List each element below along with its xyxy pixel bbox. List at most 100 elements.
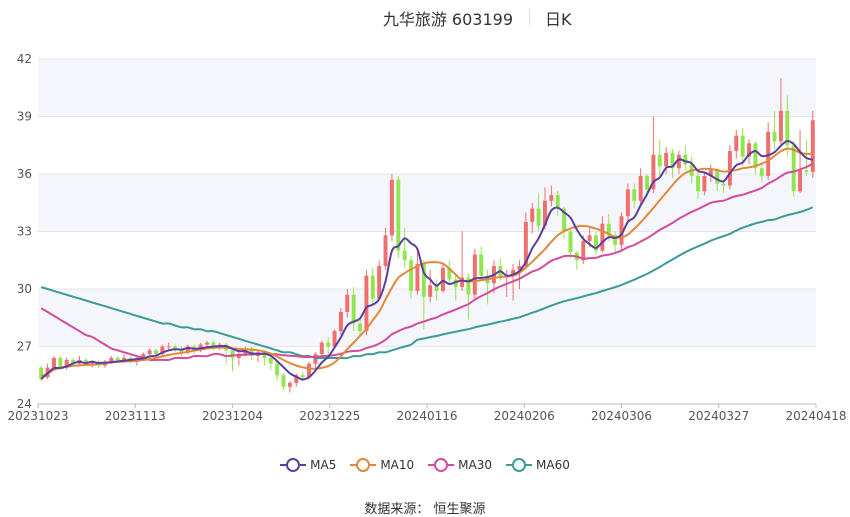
candle-body <box>804 170 809 173</box>
x-tick-label: 20231225 <box>299 409 360 423</box>
candle-body <box>511 269 516 276</box>
candle-body <box>166 346 171 348</box>
legend-item-ma10[interactable]: MA10 <box>350 458 414 472</box>
candle-body <box>632 189 637 201</box>
candle-body <box>759 168 764 176</box>
x-tick-label: 20231113 <box>105 409 166 423</box>
candle-body <box>772 131 777 142</box>
candle-body <box>460 277 465 288</box>
legend-label-ma60: MA60 <box>536 458 570 472</box>
candle-body <box>141 354 146 358</box>
x-tick-label: 20240116 <box>396 409 457 423</box>
candle-body <box>377 266 382 299</box>
candle-body <box>173 346 178 349</box>
candle-body <box>205 342 209 345</box>
candle-body <box>536 208 541 226</box>
candle-body <box>747 143 752 157</box>
candle-body <box>428 285 433 297</box>
candle-body <box>466 277 471 295</box>
candle-body <box>708 170 713 176</box>
candle-body <box>281 375 286 387</box>
candle-body <box>262 352 267 358</box>
candle-body <box>185 346 190 353</box>
candle-body <box>122 358 127 360</box>
candle-body <box>721 183 726 186</box>
candle-body <box>230 350 235 358</box>
candle-body <box>453 279 458 288</box>
candlestick-chart[interactable]: 24 27 30 33 36 39 42 20231023 20231113 20231204 20… <box>0 0 850 440</box>
candle-body <box>51 358 56 368</box>
legend-marker-ma10-icon <box>350 458 377 472</box>
candle-body <box>600 223 605 251</box>
candle-body <box>39 367 44 380</box>
candle-body <box>638 175 643 201</box>
legend-label-ma30: MA30 <box>458 458 493 472</box>
legend-item-ma60[interactable]: MA60 <box>506 458 570 472</box>
candle-body <box>434 285 439 291</box>
candle-body <box>664 152 669 167</box>
candle-body <box>153 350 158 355</box>
candle-body <box>249 348 254 357</box>
ma60-line <box>40 206 814 360</box>
x-tick-label: 20231023 <box>7 409 68 423</box>
candle-body <box>568 231 573 253</box>
legend-marker-ma30-icon <box>428 458 455 472</box>
x-tick-label: 20240206 <box>494 409 555 423</box>
ma5-line <box>40 139 814 381</box>
candle-body <box>415 264 420 291</box>
candle-body <box>358 323 363 332</box>
candle-body <box>778 110 783 142</box>
candle-body <box>613 235 618 245</box>
x-tick-label: 20240418 <box>785 409 846 423</box>
candle-body <box>307 363 312 378</box>
candle-body <box>58 358 63 368</box>
candle-body <box>402 250 407 261</box>
candle-body <box>625 189 630 217</box>
ma30-line <box>40 162 814 362</box>
candle-body <box>523 221 528 266</box>
candle-body <box>115 358 120 360</box>
legend-item-ma5[interactable]: MA5 <box>280 458 336 472</box>
candle-body <box>549 195 554 201</box>
candle-body <box>109 358 114 362</box>
candle-body <box>542 200 547 226</box>
candle-body <box>645 175 649 190</box>
candle-body <box>275 363 280 376</box>
candle-body <box>364 275 369 332</box>
y-tick-label: 39 <box>17 110 32 124</box>
candle-body <box>683 154 688 165</box>
candle-body <box>517 266 522 270</box>
candle-body <box>562 208 567 232</box>
chart-title-row: 九华旅游 603199 日K <box>0 6 850 29</box>
candle-body <box>83 359 88 364</box>
candle-body <box>300 375 305 378</box>
x-tick-label: 20231204 <box>202 409 263 423</box>
candle-body <box>71 359 76 364</box>
candle-body <box>619 216 624 245</box>
candle-body <box>147 350 152 355</box>
candle-body <box>351 294 356 324</box>
plot-band <box>38 116 816 174</box>
candle-body <box>530 208 535 222</box>
candle-body <box>287 382 292 387</box>
candle-body <box>440 267 445 291</box>
data-source-note: 数据来源： 恒生聚源 <box>364 502 486 517</box>
chart-legend: MA5 MA10 MA30 MA60 <box>0 458 850 472</box>
candle-body <box>370 275 375 299</box>
legend-item-ma30[interactable]: MA30 <box>428 458 492 472</box>
legend-marker-ma5-icon <box>280 458 307 472</box>
candle-body <box>383 235 388 266</box>
candle-body <box>785 110 790 146</box>
candle-body <box>753 143 758 169</box>
x-tick-label: 20240306 <box>591 409 652 423</box>
candle-body <box>472 254 477 295</box>
legend-label-ma5: MA5 <box>310 458 337 472</box>
y-tick-label: 30 <box>17 282 32 296</box>
ma10-line <box>40 147 813 378</box>
candle-body <box>294 375 299 383</box>
candle-body <box>421 264 426 297</box>
x-tick-label: 20240327 <box>688 409 749 423</box>
candle-body <box>702 175 707 192</box>
period-label: 日K <box>545 10 572 29</box>
candle-body <box>396 179 401 251</box>
